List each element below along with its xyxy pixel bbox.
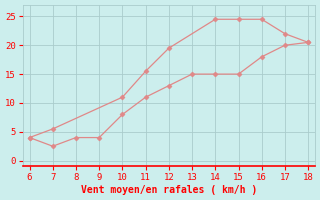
X-axis label: Vent moyen/en rafales ( km/h ): Vent moyen/en rafales ( km/h ) [81,185,257,195]
